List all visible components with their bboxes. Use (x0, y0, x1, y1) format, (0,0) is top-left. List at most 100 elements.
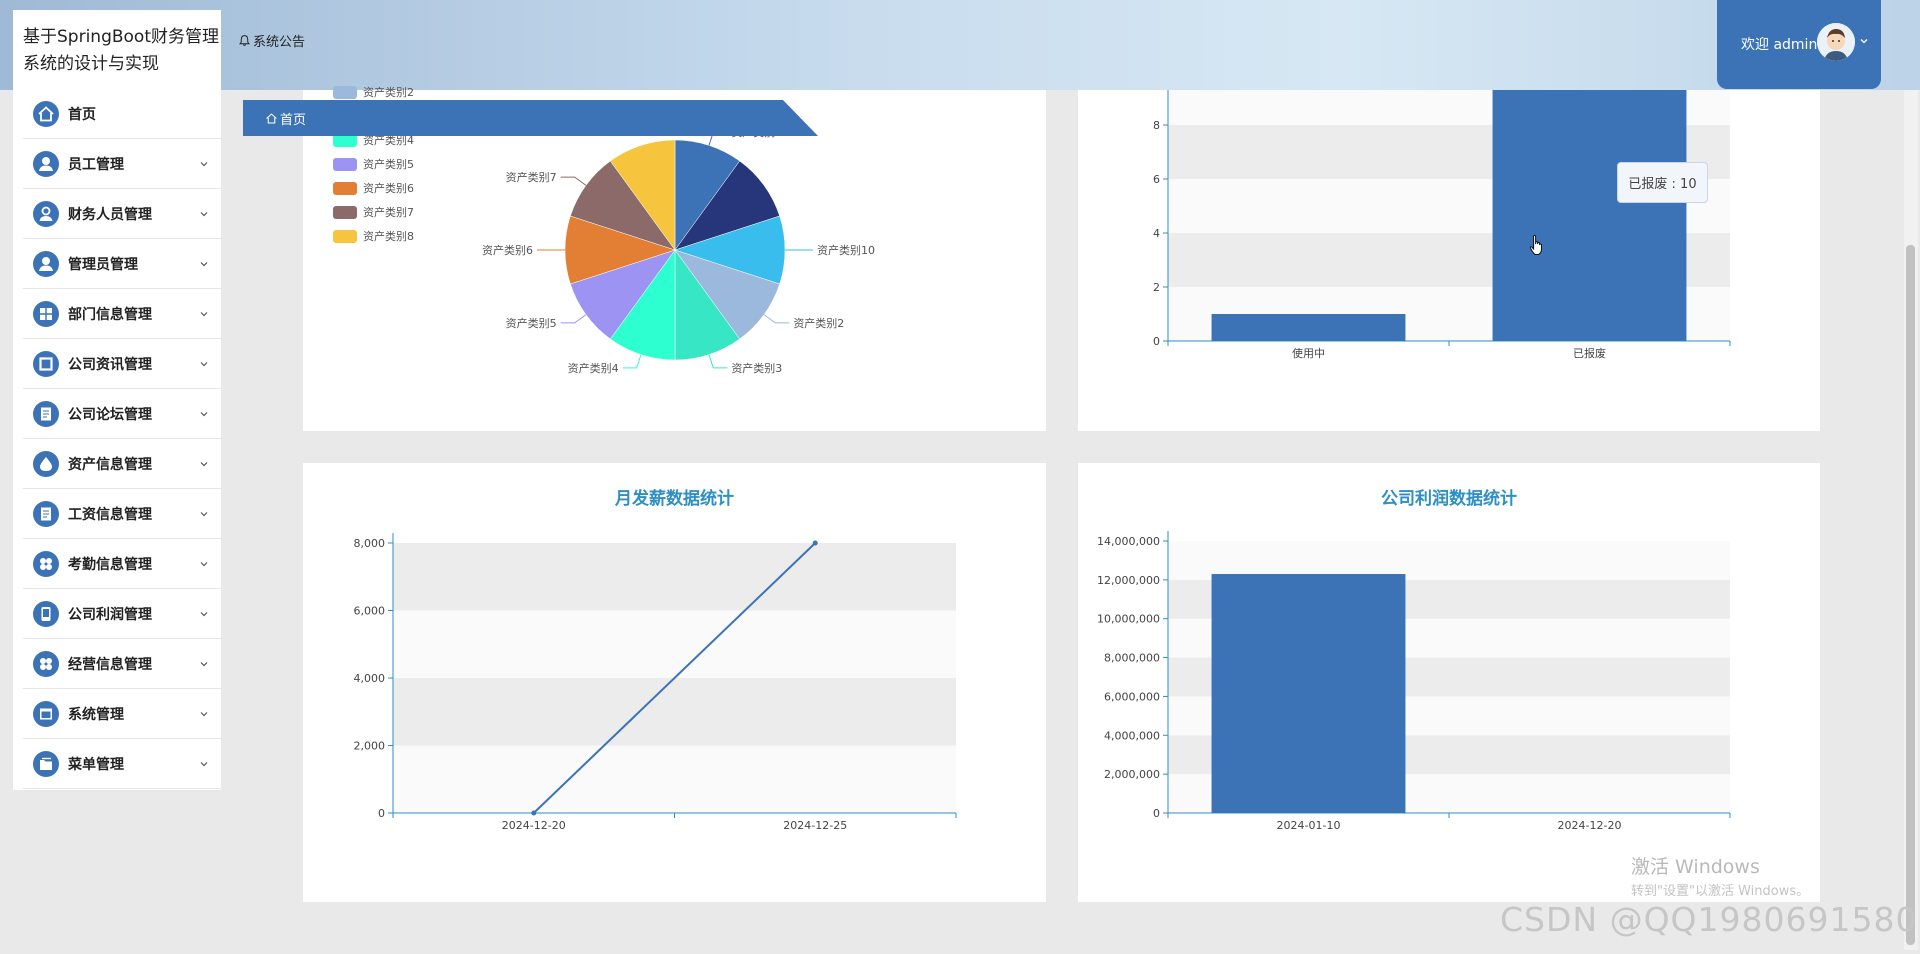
asset-status-card: 0 2 4 6 8 使用中 已报废 (1078, 90, 1820, 431)
csdn-watermark: CSDN @QQ1980691580 (1500, 900, 1918, 939)
sidebar-item[interactable]: 首页 (23, 90, 221, 139)
breadcrumb-home: 首页 (280, 112, 307, 128)
window-icon (33, 701, 59, 727)
grid-band (393, 610, 956, 678)
sidebar-item-label: 公司论坛管理 (68, 407, 152, 423)
chevron-down-icon (200, 462, 208, 467)
legend-item[interactable]: 资产类别2 (333, 84, 414, 100)
chevron-down-icon (200, 262, 208, 267)
legend-item[interactable]: 资产类别6 (333, 180, 414, 196)
bell-icon (239, 35, 250, 46)
sidebar-item[interactable]: 资产信息管理 (23, 440, 221, 489)
avatar-icon (1817, 23, 1855, 61)
y-tick-label: 6 (1153, 173, 1160, 186)
legend-item[interactable]: 资产类别5 (333, 156, 414, 172)
user-menu[interactable]: 欢迎 admin (1717, 0, 1881, 89)
sidebar-item-label: 菜单管理 (68, 757, 124, 773)
chevron-down-icon[interactable] (1859, 36, 1869, 46)
avatar[interactable] (1817, 23, 1855, 61)
document-icon (33, 501, 59, 527)
y-tick-label: 12,000,000 (1097, 574, 1160, 587)
y-tick-label: 4 (1153, 227, 1160, 240)
chart-tooltip: 已报废 : 10 (1617, 162, 1708, 203)
sidebar-item-label: 经营信息管理 (68, 657, 152, 673)
app-title: 基于SpringBoot财务管理系统的设计与实现 (13, 10, 221, 90)
sidebar-item[interactable]: 工资信息管理 (23, 490, 221, 539)
data-point (531, 810, 537, 816)
scrollbar-thumb[interactable] (1906, 245, 1915, 945)
y-tick-label: 4,000,000 (1104, 729, 1160, 742)
sidebar-item[interactable]: 公司论坛管理 (23, 390, 221, 439)
bar (1211, 314, 1406, 341)
sidebar-item[interactable]: 经营信息管理 (23, 640, 221, 689)
square-icon (33, 351, 59, 377)
sidebar-item-label: 资产信息管理 (68, 457, 152, 473)
sidebar: 首页员工管理财务人员管理 管理员管理部门信息管理 公司资讯管理 公司论坛管理 资产信息管… (13, 90, 221, 790)
x-tick-label: 使用中 (1292, 347, 1325, 360)
legend-swatch (333, 85, 357, 99)
sidebar-item-label: 系统管理 (68, 707, 124, 723)
salary-line-chart: 0 2,000 4,000 6,000 8,000 2024-12-20 2024-12-2… (354, 533, 957, 832)
sidebar-item-label: 部门信息管理 (68, 307, 152, 323)
chevron-down-icon (200, 212, 208, 217)
pie-label: 资产类别4 (568, 361, 619, 375)
chevron-down-icon (200, 162, 208, 167)
sidebar-item[interactable]: 公司资讯管理 (23, 340, 221, 389)
chevron-down-icon (200, 612, 208, 617)
chevron-down-icon (200, 562, 208, 567)
legend-label: 资产类别4 (363, 134, 414, 147)
legend-item[interactable]: 资产类别7 (333, 204, 414, 220)
y-tick-label: 2 (1153, 281, 1160, 294)
series-line (533, 542, 816, 814)
salary-chart-title: 月发薪数据统计 (615, 489, 734, 509)
sidebar-item-label: 工资信息管理 (68, 507, 152, 523)
sidebar-item[interactable]: 公司利润管理 (23, 590, 221, 639)
chevron-down-icon (200, 412, 208, 417)
pie-label-line (763, 314, 790, 324)
x-tick-label: 2024-12-20 (502, 819, 566, 832)
legend-label: 资产类别2 (363, 86, 414, 99)
sidebar-item-label: 员工管理 (68, 157, 124, 173)
sidebar-item-label: 考勤信息管理 (68, 557, 152, 573)
chevron-down-icon (200, 362, 208, 367)
phone-icon (33, 601, 59, 627)
flower-icon (33, 551, 59, 577)
sidebar-item[interactable]: 部门信息管理 (23, 290, 221, 339)
system-notice-link[interactable]: 系统公告 (238, 31, 305, 50)
asset-status-bar-chart: 0 2 4 6 8 使用中 已报废 (1153, 90, 1731, 360)
sidebar-item-label: 首页 (68, 107, 96, 123)
home-icon (33, 101, 59, 127)
system-notice-label: 系统公告 (253, 35, 306, 50)
user-icon (33, 251, 59, 277)
legend-label: 资产类别6 (363, 182, 414, 195)
x-tick-label: 2024-12-25 (783, 819, 847, 832)
data-point (812, 540, 818, 546)
sidebar-item[interactable]: 考勤信息管理 (23, 540, 221, 589)
sidebar-item-label: 公司资讯管理 (68, 357, 152, 373)
y-tick-label: 10,000,000 (1097, 613, 1160, 626)
sidebar-item[interactable]: 系统管理 (23, 690, 221, 739)
y-tick-label: 8,000 (354, 537, 386, 550)
legend-item[interactable]: 资产类别8 (333, 228, 414, 244)
legend-swatch (333, 229, 357, 243)
y-tick-label: 4,000 (354, 672, 386, 685)
y-tick-label: 6,000 (354, 605, 386, 618)
legend-swatch (333, 133, 357, 147)
y-tick-label: 8,000,000 (1104, 652, 1160, 665)
y-tick-label: 0 (1153, 807, 1160, 820)
chevron-down-icon (200, 512, 208, 517)
sidebar-item[interactable]: 管理员管理 (23, 240, 221, 289)
sidebar-item[interactable]: 菜单管理 (23, 740, 221, 789)
y-tick-label: 2,000,000 (1104, 768, 1160, 781)
sidebar-item[interactable]: 财务人员管理 (23, 190, 221, 239)
breadcrumb[interactable]: 首页 (243, 100, 818, 136)
pie-label: 资产类别7 (506, 170, 557, 184)
pie-slice (609, 139, 676, 251)
legend-item[interactable]: 资产类别4 (333, 132, 414, 148)
legend-swatch (333, 181, 357, 195)
legend-label: 资产类别7 (363, 206, 414, 219)
sidebar-item[interactable]: 员工管理 (23, 140, 221, 189)
legend-label: 资产类别8 (363, 230, 414, 243)
drop-icon (33, 451, 59, 477)
